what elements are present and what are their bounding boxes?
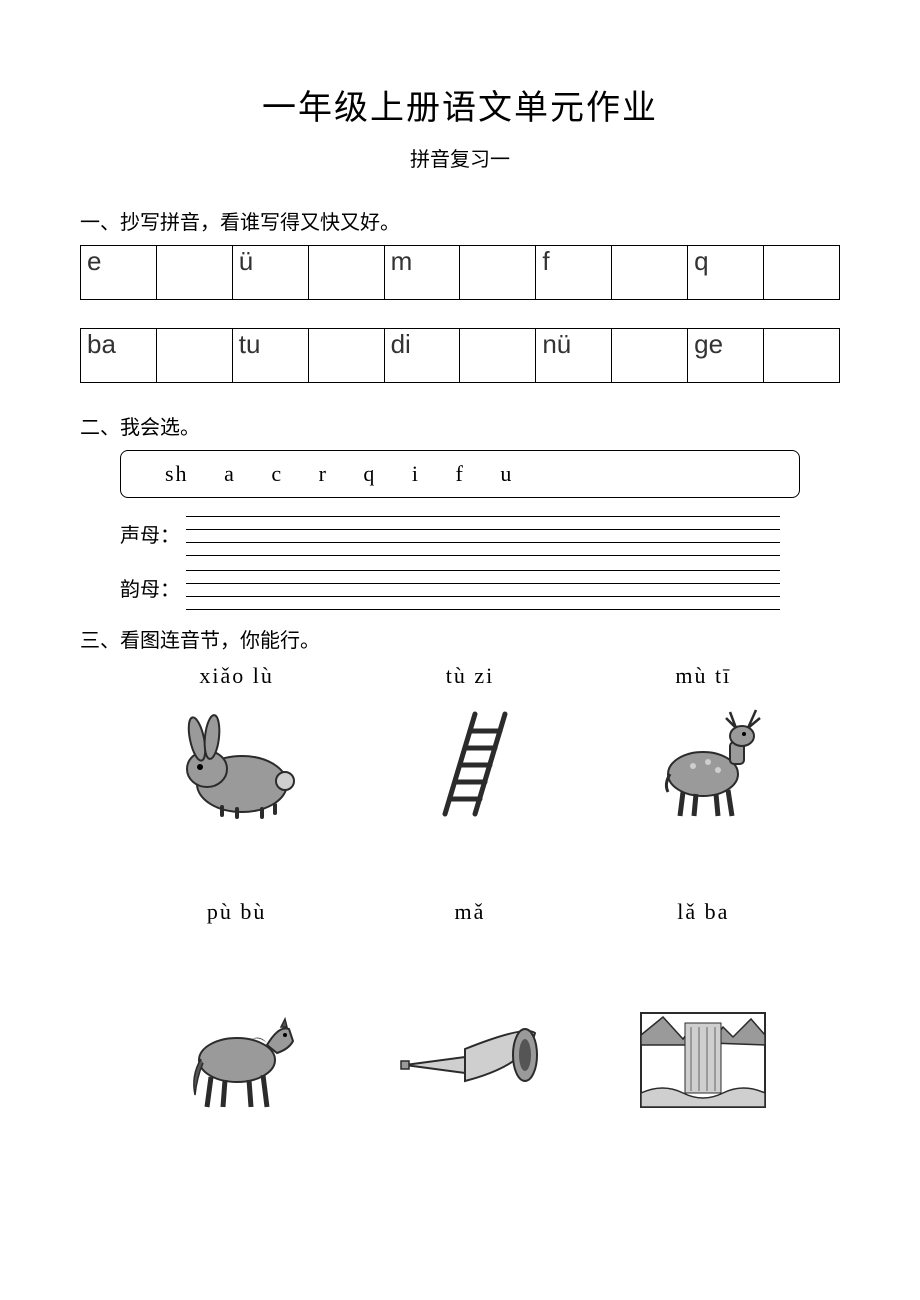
rabbit-icon: [130, 699, 343, 829]
section1-heading: 一、抄写拼音，看谁写得又快又好。: [80, 206, 840, 235]
option: u: [500, 461, 513, 486]
yunmu-row: 韵母：: [120, 570, 840, 610]
four-line-grid: [186, 570, 780, 610]
options-box: sh a c r q i f u: [120, 450, 800, 498]
option: i: [412, 461, 420, 486]
option: r: [319, 461, 328, 486]
section2-heading: 二、我会选。: [80, 411, 840, 440]
yunmu-label: 韵母：: [120, 573, 180, 610]
page-title: 一年级上册语文单元作业: [80, 80, 840, 129]
match-label: pù bù: [130, 899, 343, 925]
worksheet-page: 一年级上册语文单元作业 拼音复习一 一、抄写拼音，看谁写得又快又好。 e ü m…: [0, 0, 920, 1300]
four-line-grid: [186, 516, 780, 556]
option: q: [363, 461, 376, 486]
option: a: [224, 461, 236, 486]
pinyin-grid-2: ba tu di nü ge: [80, 328, 840, 383]
deer-icon: [597, 699, 810, 829]
match-label: mù tī: [597, 663, 810, 689]
option: c: [271, 461, 283, 486]
page-subtitle: 拼音复习一: [80, 143, 840, 172]
trumpet-icon: [363, 995, 576, 1125]
match-label: mǎ: [363, 899, 576, 925]
match-label: xiǎo lù: [130, 663, 343, 689]
match-grid: xiǎo lù tù zi mù tī: [130, 663, 810, 1125]
pinyin-grid-1: e ü m f q: [80, 245, 840, 300]
option: sh: [165, 461, 189, 486]
ladder-icon: [363, 699, 576, 829]
match-label: tù zi: [363, 663, 576, 689]
section3-heading: 三、看图连音节，你能行。: [80, 624, 840, 653]
shengmu-row: 声母：: [120, 516, 840, 556]
waterfall-icon: [597, 995, 810, 1125]
horse-icon: [130, 995, 343, 1125]
option: f: [456, 461, 465, 486]
shengmu-label: 声母：: [120, 519, 180, 556]
match-label: lǎ ba: [597, 899, 810, 925]
